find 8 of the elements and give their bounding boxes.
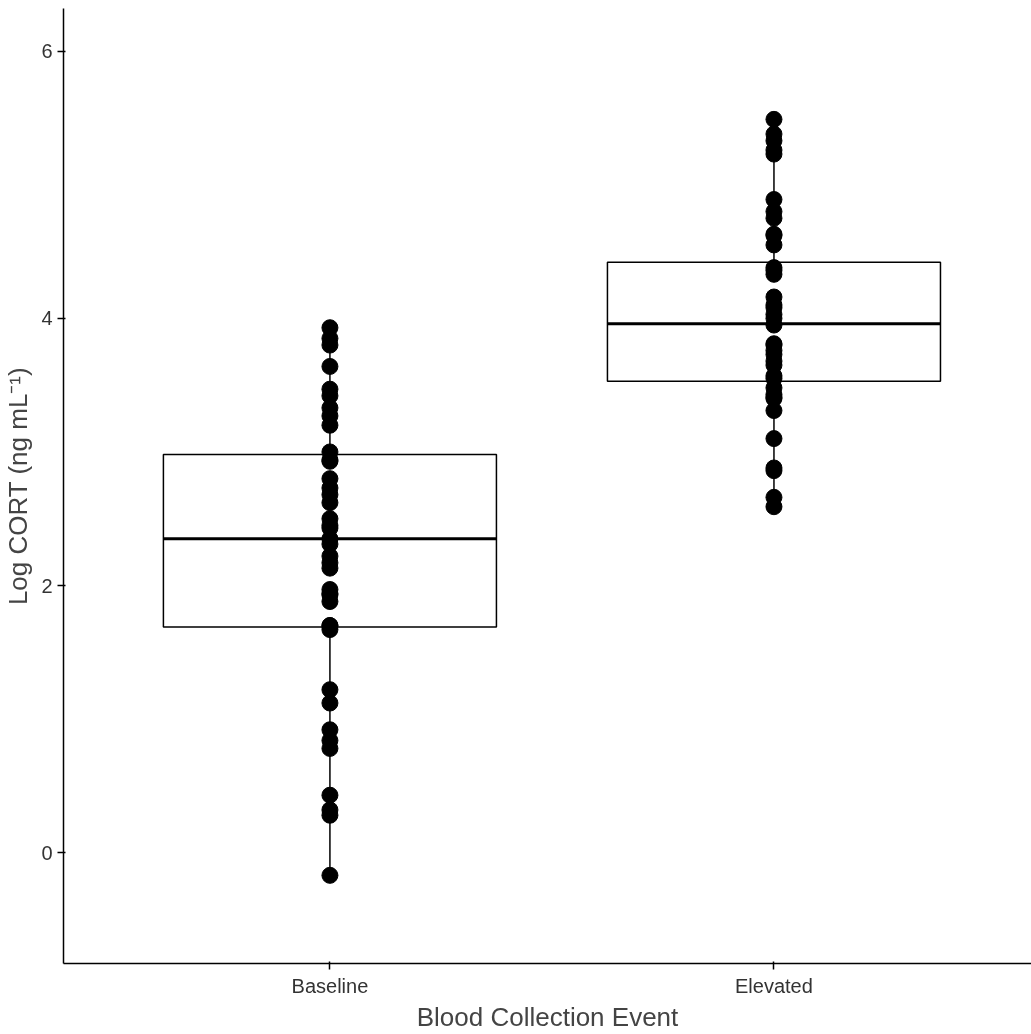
x-tick-label: Elevated	[735, 974, 813, 997]
y-axis-title: Log CORT (ng mL⁻¹)	[3, 367, 34, 606]
y-tick-label: 0	[41, 841, 53, 864]
y-tick-label: 6	[41, 40, 53, 63]
x-axis-title: Blood Collection Event	[416, 1001, 680, 1032]
y-tick-label: 4	[41, 307, 53, 330]
y-tick-label: 2	[41, 574, 53, 597]
x-tick-label: Baseline	[291, 974, 369, 997]
